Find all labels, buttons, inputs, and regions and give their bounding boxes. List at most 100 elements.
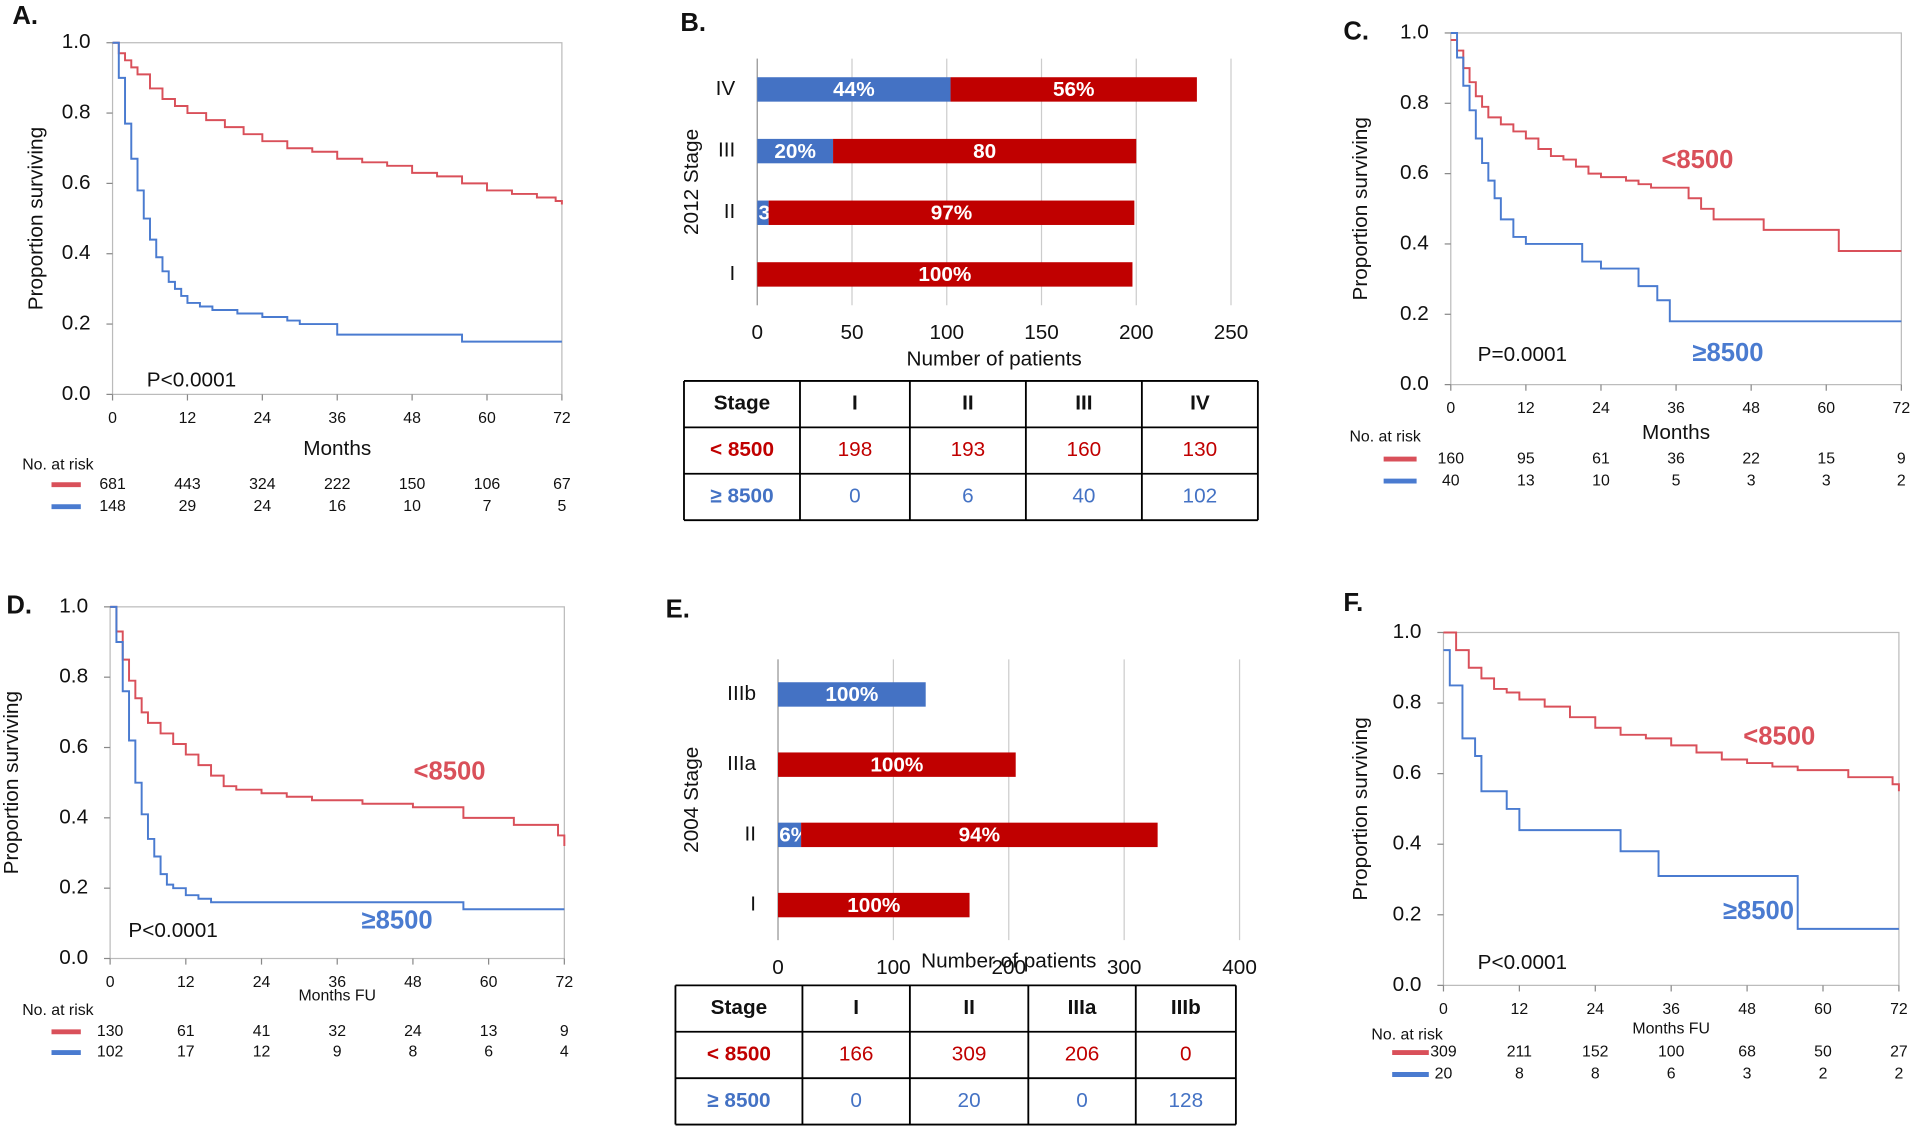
percent-label: 100% <box>825 683 878 706</box>
risk-count: 150 <box>399 476 426 493</box>
panel-label: C. <box>1343 18 1369 46</box>
table-cell: 0 <box>850 1089 862 1112</box>
series-label: <8500 <box>1743 722 1815 750</box>
percent-label: 44% <box>833 78 875 101</box>
x-tick-label: 36 <box>328 410 346 427</box>
risk-count: 12 <box>253 1044 271 1061</box>
survival-curve <box>112 41 563 205</box>
risk-count: 6 <box>1667 1066 1676 1083</box>
risk-count: 2 <box>1894 1066 1903 1083</box>
bar-segment <box>757 200 769 225</box>
risk-count: 148 <box>99 498 126 515</box>
risk-count: 211 <box>1507 1044 1532 1061</box>
x-tick-label: 0 <box>1446 400 1455 417</box>
y-tick-label: 0.8 <box>62 101 91 124</box>
risk-count: 102 <box>97 1044 124 1061</box>
x-tick-label: 60 <box>1817 400 1835 417</box>
y-tick-label: 0.8 <box>59 665 88 688</box>
risk-count: 40 <box>1442 472 1460 489</box>
risk-count: 22 <box>1742 450 1760 467</box>
risk-count: 681 <box>99 476 126 493</box>
risk-count: 17 <box>177 1044 195 1061</box>
risk-count: 9 <box>333 1044 342 1061</box>
x-tick-label: 12 <box>1511 1001 1529 1018</box>
table-header: II <box>963 996 975 1019</box>
category-label: I <box>750 893 756 916</box>
table-header: IIIa <box>1068 996 1097 1019</box>
risk-count: 13 <box>480 1023 498 1040</box>
survival-curve <box>110 605 565 911</box>
y-tick-label: 1.0 <box>1393 620 1422 643</box>
p-value: P<0.0001 <box>128 919 217 942</box>
y-tick-label: 0.0 <box>62 382 91 405</box>
x-axis-label: Number of patients <box>906 348 1081 371</box>
risk-count: 29 <box>179 498 197 515</box>
risk-count: 24 <box>254 498 272 515</box>
risk-count: 24 <box>404 1023 422 1040</box>
x-axis-label: Months <box>1642 421 1710 444</box>
survival-curve <box>110 605 566 846</box>
risk-count: 20 <box>1435 1066 1453 1083</box>
plot-frame <box>1450 32 1902 386</box>
survival-curve <box>1450 39 1902 252</box>
risk-count: 61 <box>177 1023 195 1040</box>
risk-count: 309 <box>1430 1044 1457 1061</box>
risk-count: 10 <box>1592 472 1610 489</box>
x-tick-label: 36 <box>1662 1001 1680 1018</box>
risk-count: 36 <box>1667 450 1685 467</box>
risk-count: 5 <box>1672 472 1681 489</box>
x-tick-label: 0 <box>751 321 763 344</box>
table-cell: 206 <box>1065 1042 1100 1065</box>
table-cell: 0 <box>1076 1089 1088 1112</box>
table-header: I <box>853 996 859 1019</box>
survival-curve <box>1450 31 1902 323</box>
bar-segment <box>757 138 834 164</box>
x-tick-label: 60 <box>480 974 498 991</box>
risk-count: 3 <box>1743 1066 1752 1083</box>
risk-count: 8 <box>1591 1066 1600 1083</box>
series-label: <8500 <box>1661 146 1733 174</box>
x-tick-label: 36 <box>1667 400 1685 417</box>
p-value: P<0.0001 <box>1478 951 1567 974</box>
table-cell: 198 <box>838 438 873 461</box>
panel-label: A. <box>12 2 38 30</box>
table-cell: 102 <box>1183 484 1218 507</box>
risk-count: 324 <box>249 476 276 493</box>
bar-segment <box>801 822 1158 848</box>
x-tick-label: 48 <box>1742 400 1760 417</box>
risk-title: No. at risk <box>1371 1027 1442 1044</box>
survival-curve <box>112 41 562 343</box>
x-tick-label: 72 <box>556 974 574 991</box>
survival-curve <box>1443 649 1899 930</box>
x-tick-label: 12 <box>1517 400 1535 417</box>
y-tick-label: 0.2 <box>62 312 91 335</box>
table-header: Stage <box>714 392 771 415</box>
y-tick-label: 0.6 <box>1400 161 1429 184</box>
p-value: P<0.0001 <box>147 368 236 391</box>
table-cell: 130 <box>1183 438 1218 461</box>
table-header: III <box>1075 392 1092 415</box>
y-tick-label: 0.6 <box>62 171 91 194</box>
x-tick-label: 0 <box>106 974 115 991</box>
series-label: ≥8500 <box>362 907 433 935</box>
risk-count: 7 <box>483 498 492 515</box>
y-tick-label: 0.6 <box>1393 761 1422 784</box>
risk-count: 41 <box>253 1023 271 1040</box>
risk-count: 152 <box>1582 1044 1609 1061</box>
series-label: <8500 <box>414 758 486 786</box>
y-tick-label: 0.2 <box>59 876 88 899</box>
category-label: IV <box>716 77 736 100</box>
x-axis-label: Months FU <box>1632 1021 1710 1038</box>
risk-count: 106 <box>474 476 501 493</box>
table-cell: 166 <box>839 1042 874 1065</box>
x-tick-label: 24 <box>1586 1001 1604 1018</box>
x-tick-label: 48 <box>403 410 421 427</box>
table-cell: ≥ 8500 <box>707 1089 770 1112</box>
risk-count: 13 <box>1517 472 1535 489</box>
y-axis-label: Proportion surviving <box>24 127 47 310</box>
risk-count: 9 <box>560 1023 569 1040</box>
y-tick-label: 0.0 <box>1400 372 1429 395</box>
y-tick-label: 0.4 <box>62 241 91 264</box>
table-cell: 193 <box>951 438 986 461</box>
y-tick-label: 1.0 <box>1400 20 1429 43</box>
